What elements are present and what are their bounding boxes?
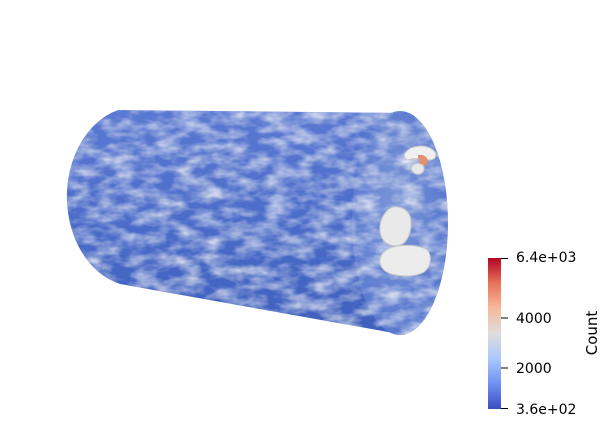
colorbar-max-label: 6.4e+03: [516, 250, 576, 266]
colorbar-min-label: 3.6e+02: [516, 402, 576, 418]
colorbar-tick-label: 2000: [516, 361, 552, 377]
colorbar-ticks: 4000 2000: [501, 258, 552, 409]
colorbar-gradient: [488, 258, 501, 409]
colorbar-tick-label: 4000: [516, 311, 552, 327]
colorbar: 4000 2000 6.4e+03 3.6e+02 Count: [488, 250, 601, 418]
isosurface-blobs: [379, 145, 437, 277]
colorbar-title: Count: [583, 311, 601, 356]
